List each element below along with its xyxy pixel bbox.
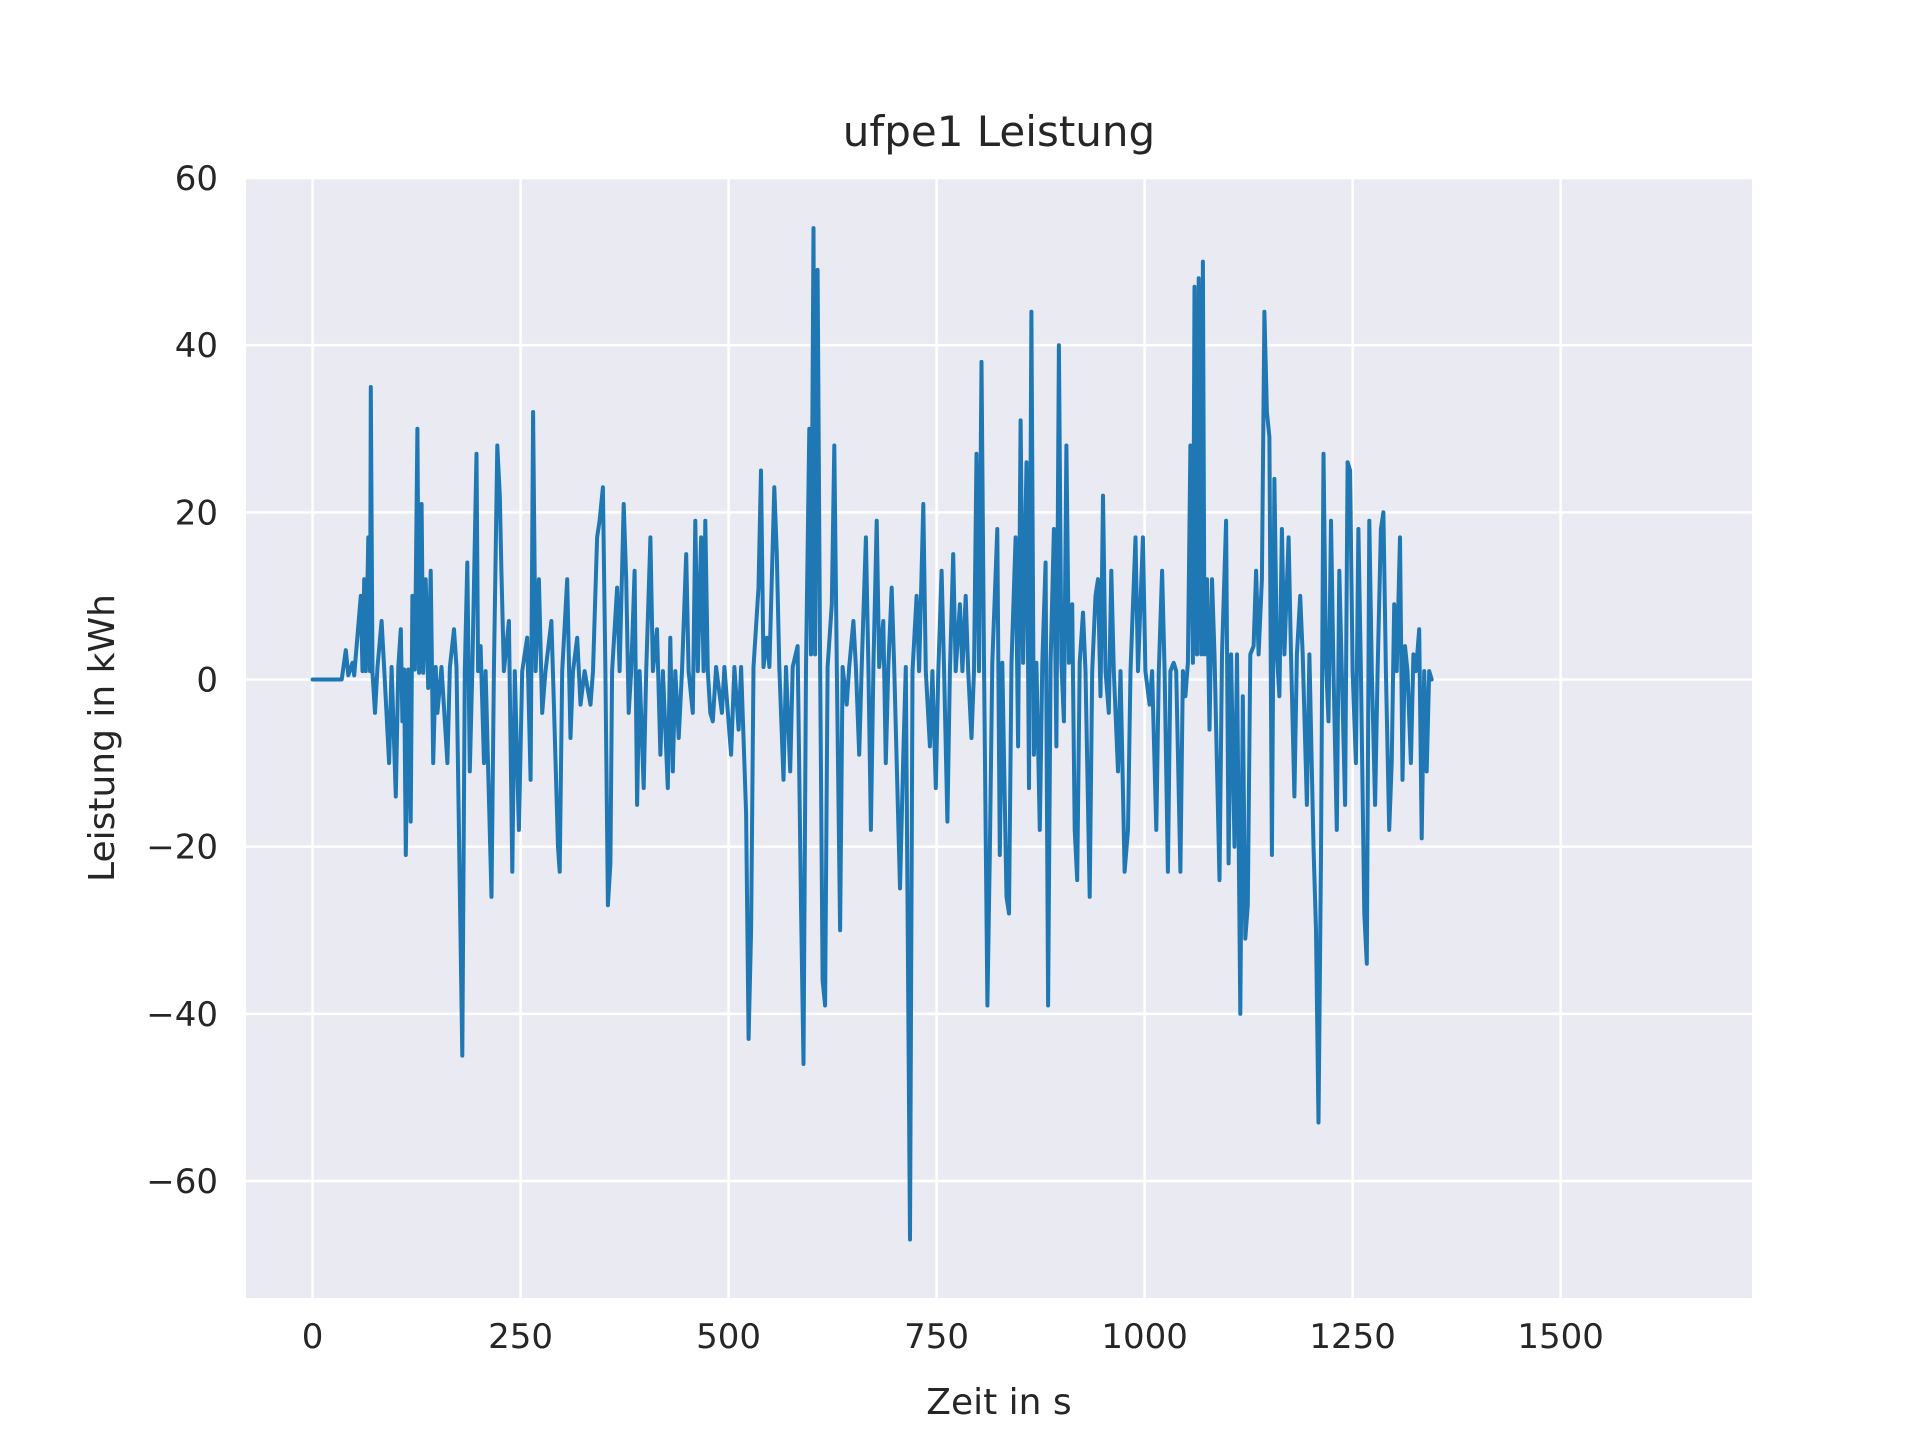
- x-tick-label: 1250: [1309, 1317, 1396, 1357]
- y-tick-label: 40: [175, 326, 218, 366]
- y-tick-labels: −60 −40 −20 0 20 40 60: [146, 159, 218, 1202]
- y-tick-label: 20: [175, 493, 218, 533]
- y-tick-label: 60: [175, 159, 218, 199]
- y-tick-label: 0: [196, 660, 218, 700]
- series-layer: [310, 226, 1434, 1242]
- x-tick-label: 250: [488, 1317, 553, 1357]
- x-tick-label: 0: [302, 1317, 324, 1357]
- x-tick-labels: 0 250 500 750 1000 1250 1500: [302, 1317, 1604, 1357]
- x-tick-label: 1000: [1101, 1317, 1188, 1357]
- chart-title: ufpe1 Leistung: [843, 107, 1155, 156]
- y-tick-label: −40: [146, 995, 218, 1035]
- y-tick-label: −60: [146, 1162, 218, 1202]
- x-axis-label: Zeit in s: [926, 1382, 1071, 1423]
- series-line: [310, 226, 1434, 1242]
- y-tick-label: −20: [146, 828, 218, 868]
- x-tick-label: 1500: [1517, 1317, 1604, 1357]
- y-axis-label: Leistung in kWh: [82, 594, 123, 882]
- x-tick-label: 500: [696, 1317, 761, 1357]
- x-tick-label: 750: [904, 1317, 969, 1357]
